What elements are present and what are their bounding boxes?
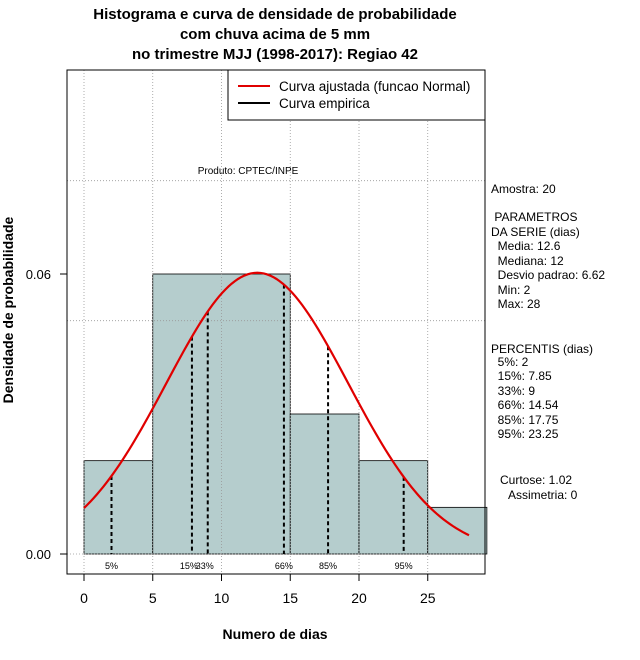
percentile-label-4: 85% (319, 561, 337, 571)
normal-fit-curve (83, 271, 470, 537)
percentile-label-5: 95% (395, 561, 413, 571)
stat-mediana: Mediana: 12 (491, 254, 564, 268)
stat-curtose: Curtose: 1.02 (500, 473, 573, 487)
x-tick-label-5: 25 (420, 590, 436, 606)
chart-title-line-3: no trimestre MJJ (1998-2017): Regiao 42 (132, 46, 418, 63)
histogram-bar-3 (358, 460, 429, 555)
percentil-95: 95%: 23.25 (491, 427, 559, 441)
x-axis-label: Numero de dias (222, 626, 328, 642)
stat-max: Max: 28 (491, 297, 541, 311)
product-annotation: Produto: CPTEC/INPE (198, 166, 299, 177)
percentil-15: 15%: 7.85 (491, 369, 552, 383)
percentil-66: 66%: 14.54 (491, 398, 559, 412)
percentil-5: 5%: 2 (491, 355, 529, 369)
percentile-label-3: 66% (275, 561, 293, 571)
stat-min: Min: 2 (491, 283, 531, 297)
x-tick-label-2: 10 (214, 590, 230, 606)
x-tick-label-3: 15 (282, 590, 298, 606)
percentil-33: 33%: 9 (491, 384, 536, 398)
percentile-label-1: 15% (180, 561, 198, 571)
percentile-label-2: 33% (196, 561, 214, 571)
x-tick-label-4: 20 (351, 590, 367, 606)
stat-assimetria: Assimetria: 0 (508, 488, 578, 502)
chart-title-line-1: Histograma e curva de densidade de proba… (93, 6, 457, 23)
x-tick-label-1: 5 (149, 590, 157, 606)
params-title-2: DA SERIE (dias) (491, 225, 580, 239)
legend-label-1: Curva empirica (279, 96, 370, 111)
histogram-bar-2 (289, 413, 360, 555)
y-axis-label: Densidade de probabilidade (0, 216, 16, 404)
stat-desvio: Desvio padrao: 6.62 (491, 268, 606, 282)
params-title-1: PARAMETROS (491, 210, 578, 224)
legend-label-0: Curva ajustada (funcao Normal) (279, 79, 470, 94)
percentile-label-0: 5% (105, 561, 118, 571)
histogram-bar-0 (83, 460, 154, 555)
y-tick-label-0: 0.00 (26, 547, 51, 562)
legend-box (227, 69, 486, 121)
stat-media: Media: 12.6 (491, 239, 561, 253)
y-tick-label-1: 0.06 (26, 267, 51, 282)
chart-title-line-2: com chuva acima de 5 mm (179, 26, 371, 43)
sample-size: Amostra: 20 (491, 182, 556, 196)
percentil-85: 85%: 17.75 (491, 413, 559, 427)
percentis-title: PERCENTIS (dias) (491, 342, 594, 356)
x-tick-label-0: 0 (80, 590, 88, 606)
